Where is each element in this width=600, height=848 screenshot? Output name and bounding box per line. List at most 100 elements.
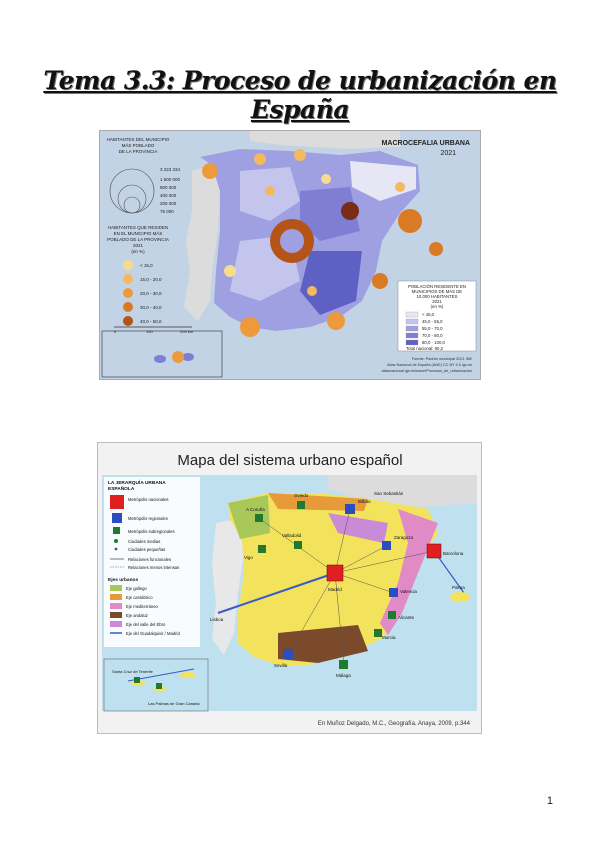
legend-pct-class: 40,0 - 50,0 bbox=[140, 319, 162, 324]
legend-pct-heading: EN EL MUNICIPIO MÁS bbox=[114, 230, 163, 236]
city-circle bbox=[372, 273, 388, 289]
legend-pct-heading: 2021 bbox=[133, 243, 144, 248]
legend-size-circle bbox=[123, 196, 141, 214]
relation-line bbox=[334, 508, 351, 574]
legend-res-heading: 2021 bbox=[432, 299, 442, 304]
legend-swatch-medium bbox=[114, 539, 118, 543]
map1-source: atlasnacional.ign.es/wane/Procesos_de_ur… bbox=[382, 369, 472, 373]
city-label: Lisboa bbox=[210, 617, 224, 622]
legend-pct-class: < 15,0 bbox=[140, 263, 153, 268]
legend-size-value: 3 223 334 bbox=[160, 167, 181, 172]
legend-pct-class: 15,0 - 20,0 bbox=[140, 277, 162, 282]
urban-system-map-svg: Mapa del sistema urbano español A Coruña… bbox=[98, 443, 481, 733]
city-circle bbox=[307, 286, 317, 296]
balearic-circle bbox=[429, 242, 443, 256]
canary-island bbox=[180, 672, 196, 678]
macrocephaly-map-svg: MACROCEFALIA URBANA 2021 HABITANTES DEL … bbox=[100, 131, 480, 379]
legend-res-swatch bbox=[405, 325, 419, 332]
canary-island bbox=[154, 355, 166, 363]
relation-line bbox=[334, 544, 389, 574]
legend-axis-swatch bbox=[110, 612, 122, 618]
zaragoza-circle bbox=[341, 202, 359, 220]
city-label: Sevilla bbox=[274, 663, 288, 668]
city-label: Murcia bbox=[382, 635, 396, 640]
city-label: Málaga bbox=[336, 673, 351, 678]
city-label: Palma bbox=[452, 585, 465, 590]
scale-label: 200 km bbox=[180, 329, 194, 334]
city-label: Barcelona bbox=[443, 551, 464, 556]
france-land bbox=[250, 131, 400, 149]
bilbao-node bbox=[345, 504, 355, 514]
legend-axis-swatch bbox=[110, 603, 122, 609]
city-circle bbox=[327, 312, 345, 330]
madrid-circle-inner bbox=[280, 229, 304, 253]
relation-line bbox=[334, 572, 395, 594]
legend-size-value: 75 000 bbox=[160, 209, 174, 214]
city-label: Bilbao bbox=[358, 499, 371, 504]
legend-pct-class: 30,0 - 40,0 bbox=[140, 305, 162, 310]
legend-axis-swatch bbox=[110, 585, 122, 591]
madrid-node bbox=[326, 564, 344, 582]
legend-res-swatch bbox=[405, 318, 419, 325]
legend-res-class: 70,0 - 80,0 bbox=[422, 333, 443, 338]
legend-pct-swatch bbox=[123, 260, 133, 270]
legend-heading: LA JERARQUÍA URBANA bbox=[108, 478, 166, 486]
balearic-island bbox=[450, 592, 470, 602]
city-circle bbox=[395, 182, 405, 192]
map2-title: Mapa del sistema urbano español bbox=[177, 452, 402, 469]
scale-bar: 0 100 200 km bbox=[114, 326, 194, 334]
city-label: Alicante bbox=[398, 615, 415, 620]
legend-res-swatch bbox=[405, 311, 419, 318]
legend-res-total: Total nacional: 80,2 bbox=[406, 346, 444, 351]
legend-size-value: 800 000 bbox=[160, 185, 177, 190]
city-label: Oviedo bbox=[294, 493, 309, 498]
legend-item: Ciudades medias bbox=[128, 539, 160, 544]
alicante-node bbox=[388, 611, 396, 619]
legend-res-class: 80,0 - 100,0 bbox=[422, 340, 446, 345]
valladolid-node bbox=[294, 541, 302, 549]
legend-size-value: 1 600 000 bbox=[160, 177, 181, 182]
legend-pct-swatch bbox=[123, 316, 133, 326]
axis-gallego bbox=[228, 495, 270, 539]
canary-label: Santa Cruz de Tenerife bbox=[112, 669, 154, 674]
map1-title: MACROCEFALIA URBANA bbox=[382, 140, 470, 147]
legend-size-value: 400 000 bbox=[160, 193, 177, 198]
legend-size: HABITANTES DEL MUNICIPIO MÁS POBLADO DE … bbox=[107, 137, 181, 214]
canary-node bbox=[156, 683, 162, 689]
legend-res-heading: MUNICIPIOS DE MÁS DE bbox=[412, 289, 463, 294]
legend-axis-swatch bbox=[110, 594, 122, 600]
page-number: 1 bbox=[546, 795, 553, 807]
legend-axis: Eje mediterráneo bbox=[126, 604, 159, 609]
legend-item: Ciudades pequeñas bbox=[128, 547, 165, 552]
legend-pct-heading: POBLADO DE LA PROVINCIA bbox=[107, 237, 169, 242]
portugal-land bbox=[184, 165, 220, 321]
city-circle bbox=[265, 186, 275, 196]
city-circle bbox=[294, 149, 306, 161]
map2-legend: LA JERARQUÍA URBANA ESPAÑOLA Metrópolis … bbox=[104, 477, 200, 647]
legend-swatch-sub bbox=[113, 527, 120, 534]
portugal-land bbox=[212, 519, 244, 655]
axis-madrid-lisboa bbox=[217, 572, 336, 614]
city-circle bbox=[224, 265, 236, 277]
legend-swatch-regional bbox=[112, 513, 122, 523]
malaga-node bbox=[339, 660, 348, 669]
canary-label: Las Palmas de Gran Canaria bbox=[148, 701, 200, 706]
canary-node bbox=[134, 677, 140, 683]
axis-mediterraneo bbox=[380, 509, 438, 635]
axis-andaluz bbox=[278, 625, 368, 663]
legend-res-heading: (en %) bbox=[431, 304, 444, 309]
canary-inset bbox=[101, 330, 223, 378]
zaragoza-node bbox=[382, 541, 391, 550]
legend-size-heading: MÁS POBLADO bbox=[122, 142, 155, 148]
legend-item: Metrópolis nacionales bbox=[128, 497, 169, 502]
legend-res-swatch bbox=[405, 332, 419, 339]
relation-line bbox=[334, 572, 345, 666]
legend-item: Relaciones menos intensas bbox=[128, 565, 179, 570]
canary-island bbox=[182, 353, 194, 361]
legend-res-heading: 10.000 HABITANTES bbox=[417, 294, 458, 299]
urban-system-map: Mapa del sistema urbano español A Coruña… bbox=[97, 442, 482, 734]
city-label: Valladolid bbox=[282, 533, 302, 538]
legend-pct-swatch bbox=[123, 274, 133, 284]
city-circle bbox=[254, 153, 266, 165]
oviedo-node bbox=[297, 501, 305, 509]
